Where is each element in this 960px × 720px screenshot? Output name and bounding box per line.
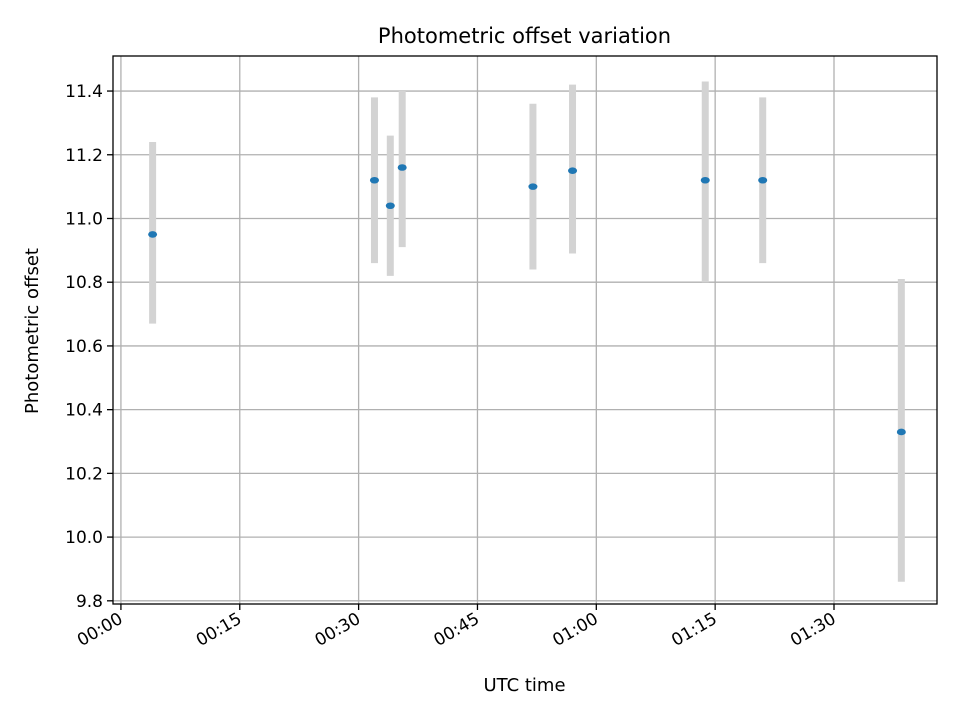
x-axis-ticks: 00:00 00:15 00:30 00:45 01:00 01:15 01:30 [74, 604, 840, 651]
x-tick-label: 00:30 [312, 609, 364, 651]
y-tick-label: 11.0 [65, 209, 103, 229]
data-point [369, 176, 379, 184]
error-bars [149, 81, 905, 582]
x-tick-label: 00:00 [74, 609, 126, 651]
x-tick-label: 01:00 [549, 609, 601, 651]
y-tick-label: 10.4 [65, 401, 103, 421]
data-points [148, 164, 906, 436]
y-axis-ticks: 9.8 10.0 10.2 10.4 10.6 10.8 11.0 11.2 11.4 [65, 82, 113, 612]
x-tick-label: 01:15 [668, 609, 720, 651]
x-tick-label: 00:15 [193, 609, 245, 651]
y-tick-label: 10.8 [65, 273, 103, 293]
grid [113, 56, 937, 604]
data-point [568, 167, 578, 174]
x-axis-label: UTC time [483, 675, 565, 696]
x-tick-label: 00:45 [431, 609, 483, 651]
y-tick-label: 10.6 [65, 337, 103, 357]
x-tick-label: 01:30 [787, 609, 839, 651]
plot-frame [112, 55, 938, 605]
y-tick-label: 10.0 [65, 528, 103, 548]
data-point [758, 176, 768, 184]
data-point [397, 164, 407, 171]
y-tick-label: 9.8 [76, 592, 103, 612]
y-tick-label: 11.4 [65, 82, 103, 102]
data-point [528, 183, 538, 190]
y-tick-label: 10.2 [65, 464, 103, 484]
data-point [148, 231, 158, 238]
data-point [896, 428, 906, 436]
data-point [700, 176, 710, 184]
data-point [385, 202, 395, 210]
y-axis-label: Photometric offset [22, 248, 43, 414]
chart-title: Photometric offset variation [378, 24, 671, 48]
y-tick-label: 11.2 [65, 146, 103, 166]
